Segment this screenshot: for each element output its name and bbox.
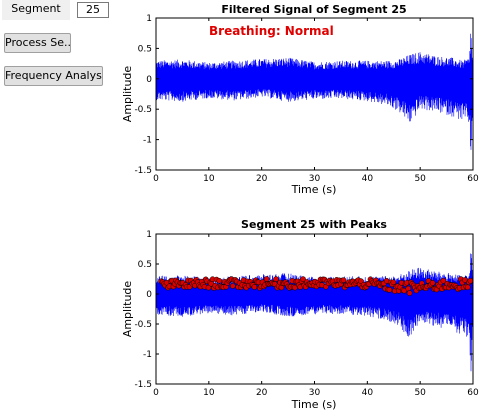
y-tick-label: 0	[146, 290, 152, 300]
peak-marker	[216, 277, 223, 284]
y-tick-label: 0	[146, 75, 152, 85]
peak-marker	[300, 276, 306, 282]
y-tick-label: 1	[146, 230, 152, 240]
x-tick-label: 20	[256, 388, 268, 398]
y-tick-label: -0.5	[134, 105, 152, 115]
signal-trace	[155, 33, 474, 150]
x-tick-label: 10	[203, 174, 215, 184]
x-tick-label: 0	[153, 174, 159, 184]
x-tick-label: 50	[414, 388, 426, 398]
segment-label: Segment	[2, 0, 70, 20]
frequency-analysis-button[interactable]: Frequency Analysis	[4, 66, 103, 86]
breathing-status-annotation: Breathing: Normal	[209, 24, 334, 38]
y-tick-label: -1.5	[134, 166, 152, 176]
segment-number-input[interactable]: 25	[77, 2, 109, 18]
process-segment-button[interactable]: Process Se...	[4, 33, 71, 53]
signal-line	[155, 33, 474, 150]
peak-marker	[390, 279, 397, 286]
y-tick-label: -0.5	[134, 320, 152, 330]
peak-marker	[386, 286, 393, 293]
x-tick-label: 60	[467, 388, 479, 398]
peak-marker	[406, 290, 413, 296]
x-axis-label: Time (s)	[291, 398, 337, 411]
x-tick-label: 40	[362, 174, 374, 184]
plot-title: Filtered Signal of Segment 25	[221, 3, 406, 16]
y-tick-label: 0.5	[138, 260, 152, 270]
axis-ticks: 0 10 20 30 40 50 60 -1.5 -1 -0.5 0 0.5 1	[134, 230, 479, 398]
peak-marker	[467, 277, 474, 284]
x-tick-label: 20	[256, 174, 268, 184]
y-tick-label: -1	[143, 350, 152, 360]
peak-marker	[429, 280, 436, 286]
peak-marker	[251, 284, 258, 290]
plot-title: Segment 25 with Peaks	[241, 218, 387, 231]
x-tick-label: 30	[309, 174, 321, 184]
peak-marker	[273, 276, 279, 282]
x-tick-label: 0	[153, 388, 159, 398]
peak-marker	[340, 277, 347, 284]
peak-marker	[440, 277, 447, 284]
y-tick-label: -1	[143, 136, 152, 146]
y-tick-label: 1	[146, 14, 152, 24]
peak-marker	[263, 276, 270, 282]
peak-markers	[158, 276, 474, 296]
x-tick-label: 60	[467, 174, 479, 184]
peak-marker	[292, 284, 298, 291]
peak-marker	[464, 284, 471, 291]
x-tick-label: 30	[309, 388, 321, 398]
x-axis-label: Time (s)	[291, 183, 337, 196]
y-axis-label: Amplitude	[121, 281, 134, 338]
filtered-signal-plot: 0 10 20 30 40 50 60 -1.5 -1 -0.5 0 0.5 1 Filtered Si…	[121, 3, 479, 196]
y-tick-label: -1.5	[134, 380, 152, 390]
y-tick-label: 0.5	[138, 44, 152, 54]
signal-trace	[155, 253, 474, 372]
signal-line	[155, 253, 474, 372]
peak-marker	[229, 283, 236, 289]
x-tick-label: 10	[203, 388, 215, 398]
peaks-plot: 0 10 20 30 40 50 60 -1.5 -1 -0.5 0 0.5 1 Segment 25 …	[121, 218, 479, 411]
x-tick-label: 40	[362, 388, 374, 398]
y-axis-label: Amplitude	[121, 66, 134, 123]
x-tick-label: 50	[414, 174, 426, 184]
